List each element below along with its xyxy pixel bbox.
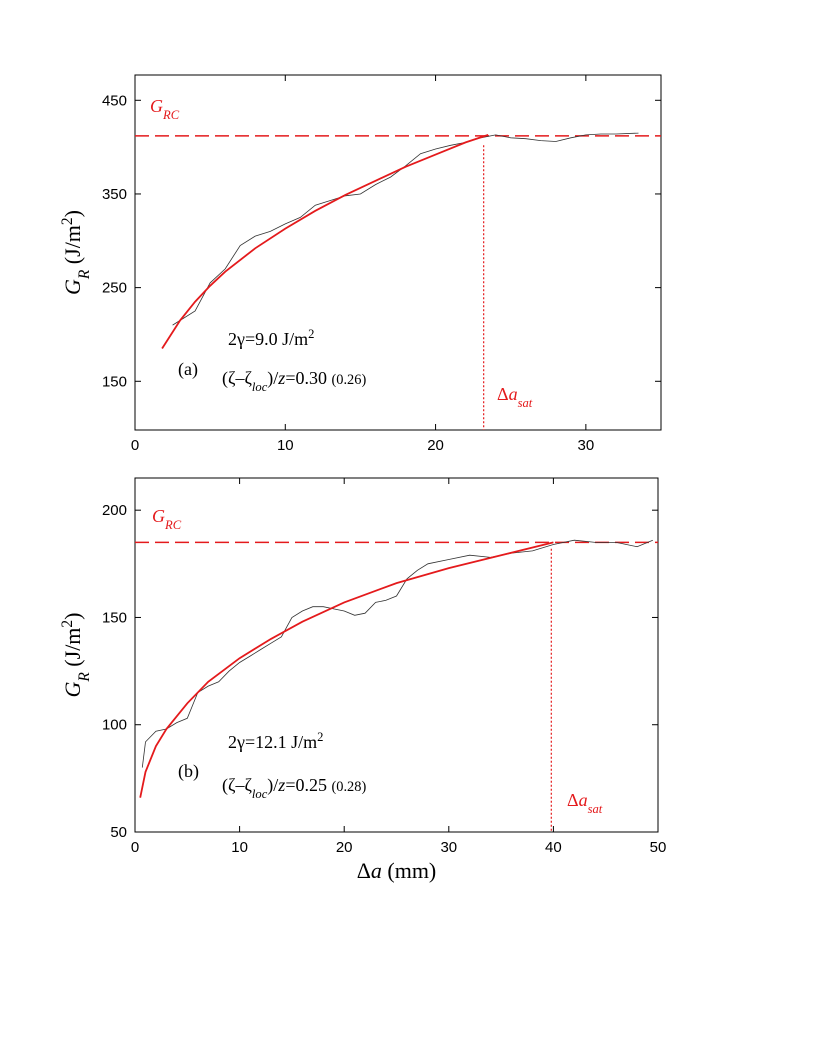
x-axis-label: Δa (mm) [357,858,437,883]
plot-frame [134,477,659,833]
annotation: 2γ=9.0 J/m2 [228,327,314,349]
text-part: loc [252,787,268,801]
data-line [139,541,554,798]
text-part: G [150,96,163,116]
y-tick-label: 100 [102,717,127,734]
text-part: =0.30 [285,368,331,388]
x-tick-label: 0 [131,839,139,856]
annotation: (ζ–ζloc)/z=0.30 (0.26) [222,368,366,394]
x-tick-label: 10 [231,839,248,856]
text-part: sat [518,396,533,410]
text-part: RC [164,518,182,532]
x-tick-label: 10 [277,437,294,454]
text-part: (ζ–ζ [222,775,252,796]
text-part: )/ [267,775,278,796]
text-part: ) [60,210,85,217]
x-tick-label: 20 [336,839,353,856]
text-part: )/ [267,368,278,389]
text-part: R [76,672,93,683]
text-part: G [60,279,85,295]
text-part: sat [588,802,603,816]
x-tick-label: 30 [440,839,457,856]
annotation: 2γ=12.1 J/m2 [228,730,323,752]
text-part: loc [252,380,268,394]
y-tick-label: 150 [102,609,127,626]
text-part: (mm) [382,858,436,883]
y-tick-label: 50 [110,824,127,841]
text-part: Δ [567,790,579,810]
text-part: G [60,681,85,697]
text-part: z [277,775,285,795]
y-axis-label: GR (J/m2) [59,613,93,698]
text-part: 2γ=9.0 J/m [228,329,308,349]
text-part: (b) [178,761,199,782]
text-part: 2 [308,327,314,341]
text-part: Δ [497,384,509,404]
annotation: (ζ–ζloc)/z=0.25 (0.28) [222,775,366,801]
y-tick-label: 350 [102,186,127,203]
text-part: z [277,368,285,388]
y-axis-label: GR (J/m2) [59,210,93,295]
x-tick-label: 20 [427,437,444,454]
annotation: (b) [178,761,199,782]
text-part: a [509,384,518,404]
text-part: 2 [317,730,323,744]
text-part: 2 [59,620,76,628]
annotation: GRC [150,96,180,122]
text-part: 2γ=12.1 J/m [228,732,317,752]
x-tick-label: 40 [545,839,562,856]
text-part: (0.28) [331,779,366,795]
text-part: ) [60,613,85,620]
text-part: (ζ–ζ [222,368,252,389]
plot-frame [134,74,662,431]
text-part: (a) [178,359,198,380]
text-part: (J/m [60,225,85,270]
data-line [172,132,639,326]
x-tick-label: 0 [131,437,139,454]
text-part: a [371,858,382,883]
x-tick-label: 30 [578,437,595,454]
y-tick-label: 250 [102,280,127,297]
text-part: =0.25 [285,775,331,795]
y-tick-label: 150 [102,373,127,390]
text-part: RC [162,108,180,122]
annotation: Δasat [497,384,533,410]
text-part: G [152,506,165,526]
data-line [161,134,489,349]
text-part: Δ [357,858,371,883]
text-part: a [579,790,588,810]
x-tick-label: 50 [650,839,667,856]
y-tick-label: 200 [102,502,127,519]
text-part: R [76,269,93,280]
annotation: Δasat [567,790,603,816]
text-part: 2 [59,217,76,225]
text-part: (J/m [60,628,85,673]
y-tick-label: 450 [102,92,127,109]
data-line [141,539,653,768]
annotation: (a) [178,359,198,380]
annotation: GRC [152,506,182,532]
text-part: (0.26) [331,372,366,388]
